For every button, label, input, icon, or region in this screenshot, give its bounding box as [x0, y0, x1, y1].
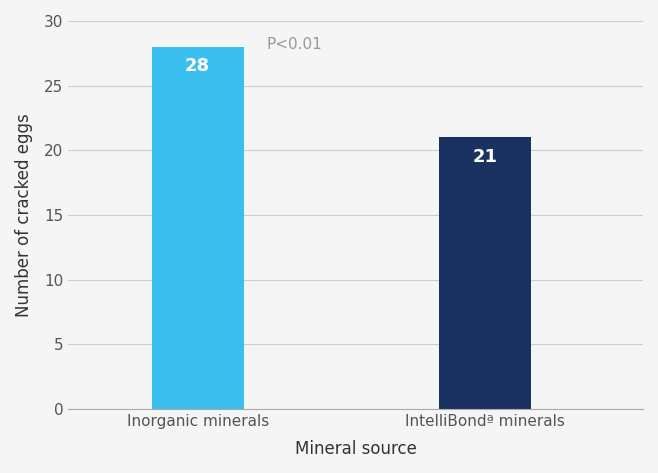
Text: 28: 28 — [185, 57, 210, 75]
Bar — [152, 47, 243, 409]
X-axis label: Mineral source: Mineral source — [295, 440, 417, 458]
Bar — [439, 138, 531, 409]
Text: P<0.01: P<0.01 — [266, 37, 322, 52]
Y-axis label: Number of cracked eggs: Number of cracked eggs — [15, 113, 33, 317]
Text: 21: 21 — [472, 148, 497, 166]
